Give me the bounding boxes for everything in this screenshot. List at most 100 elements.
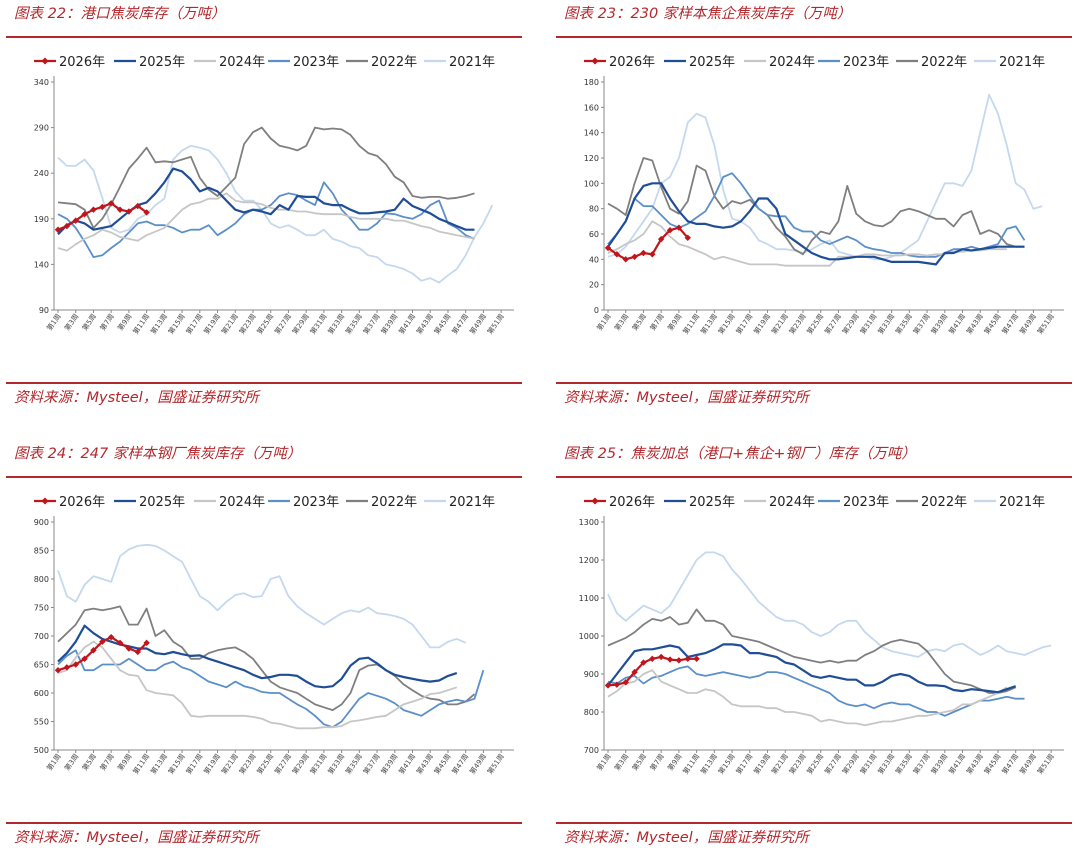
y-tick-label: 1200 xyxy=(579,556,599,565)
x-tick-label: 第49周 xyxy=(468,752,489,776)
legend-marker xyxy=(591,57,599,65)
y-tick-label: 650 xyxy=(34,661,49,670)
x-tick-label: 第3周 xyxy=(62,312,80,332)
x-tick-label: 第1周 xyxy=(595,752,613,772)
x-tick-label: 第31周 xyxy=(858,312,879,336)
x-tick-label: 第45周 xyxy=(982,752,1003,776)
series-line-2025 xyxy=(607,182,1025,266)
series-line-2025 xyxy=(57,167,475,236)
legend-label: 2024年 xyxy=(769,495,815,510)
source-note: 资料来源：Mysteel，国盛证券研究所 xyxy=(564,830,809,846)
x-tick-label: 第43周 xyxy=(414,752,435,776)
x-tick-label: 第35周 xyxy=(343,312,364,336)
x-tick-label: 第5周 xyxy=(80,752,98,772)
x-tick-label: 第19周 xyxy=(202,312,223,336)
chart-panel-steel-mill-coke: 图表 24：247 家样本钢厂焦炭库存（万吨） 500 550 600 650 700 7… xyxy=(6,440,526,850)
data-point-2026 xyxy=(640,249,647,257)
y-tick-label: 550 xyxy=(34,718,49,727)
x-tick-label: 第1周 xyxy=(595,312,613,332)
data-point-2026 xyxy=(107,633,115,641)
x-tick-label: 第5周 xyxy=(630,312,648,332)
x-tick-label: 第5周 xyxy=(630,752,648,772)
x-tick-label: 第45周 xyxy=(432,752,453,776)
x-tick-label: 第19周 xyxy=(752,752,773,776)
x-tick-label: 第19周 xyxy=(202,752,223,776)
y-tick-label: 90 xyxy=(39,306,49,315)
title-divider xyxy=(556,36,1072,38)
x-tick-label: 第23周 xyxy=(787,752,808,776)
legend-label: 2021年 xyxy=(999,495,1045,510)
x-tick-label: 第9周 xyxy=(116,312,134,332)
x-tick-label: 第21周 xyxy=(769,752,790,776)
x-tick-label: 第21周 xyxy=(769,312,790,336)
figure-title: 图表 24：247 家样本钢厂焦炭库存（万吨） xyxy=(14,446,302,462)
y-tick-label: 600 xyxy=(34,689,49,698)
x-tick-label: 第23周 xyxy=(237,752,258,776)
x-tick-label: 第33周 xyxy=(876,312,897,336)
series-line-2022 xyxy=(57,126,475,229)
x-tick-label: 第1周 xyxy=(45,312,63,332)
y-tick-label: 500 xyxy=(34,746,49,755)
legend-label: 2022年 xyxy=(921,495,967,510)
legend-label: 2025年 xyxy=(689,495,735,510)
x-tick-label: 第31周 xyxy=(308,752,329,776)
y-tick-label: 190 xyxy=(34,215,49,224)
data-point-2026 xyxy=(134,202,141,210)
x-tick-label: 第13周 xyxy=(148,752,169,776)
series-line-2025 xyxy=(607,643,1017,694)
x-tick-label: 第47周 xyxy=(1000,312,1021,336)
figure-title: 图表 23：230 家样本焦企焦炭库存（万吨） xyxy=(564,6,852,22)
x-tick-label: 第45周 xyxy=(432,312,453,336)
total-coke-inventory-chart: 700 800 900 1000 1100 1200 1300 第1周 第3周 第5周 第7周 第9周… xyxy=(579,495,1064,776)
data-point-2026 xyxy=(63,222,71,230)
y-tick-label: 1100 xyxy=(579,594,599,603)
data-point-2026 xyxy=(143,209,150,216)
x-tick-label: 第29周 xyxy=(840,312,861,336)
x-tick-label: 第49周 xyxy=(1018,312,1039,336)
source-divider xyxy=(556,382,1072,384)
x-tick-label: 第5周 xyxy=(80,312,98,332)
x-tick-label: 第47周 xyxy=(450,312,471,336)
x-tick-label: 第39周 xyxy=(929,312,950,336)
x-tick-label: 第41周 xyxy=(397,752,418,776)
x-tick-label: 第19周 xyxy=(752,312,773,336)
x-tick-label: 第15周 xyxy=(716,312,737,336)
data-point-2026 xyxy=(675,657,683,664)
legend-marker xyxy=(41,57,49,65)
y-tick-label: 750 xyxy=(34,604,49,613)
x-tick-label: 第15周 xyxy=(166,752,187,776)
x-tick-label: 第35周 xyxy=(893,312,914,336)
legend-label: 2024年 xyxy=(769,55,815,70)
y-tick-label: 700 xyxy=(584,746,599,755)
x-tick-label: 第17周 xyxy=(184,312,205,336)
x-tick-label: 第21周 xyxy=(219,312,240,336)
y-tick-label: 100 xyxy=(584,179,599,188)
legend-label: 2026年 xyxy=(609,495,655,510)
x-tick-label: 第11周 xyxy=(131,312,152,336)
legend-label: 2022年 xyxy=(921,55,967,70)
y-tick-label: 40 xyxy=(589,255,599,264)
x-tick-label: 第3周 xyxy=(612,312,630,332)
data-point-2026 xyxy=(90,206,97,213)
series-line-2021 xyxy=(57,543,467,649)
series-line-2022 xyxy=(607,157,1025,256)
x-tick-label: 第43周 xyxy=(414,312,435,336)
series-line-2024 xyxy=(607,220,1007,267)
y-tick-label: 80 xyxy=(589,205,599,214)
data-point-2026 xyxy=(693,655,700,662)
data-point-2026 xyxy=(107,200,115,207)
legend-label: 2025年 xyxy=(689,55,735,70)
chart-panel-total-coke: 图表 25：焦炭加总（港口+焦企+钢厂）库存（万吨） 700 800 900 1000… xyxy=(556,440,1076,850)
x-tick-label: 第45周 xyxy=(982,312,1003,336)
legend-label: 2023年 xyxy=(293,55,339,70)
y-tick-label: 800 xyxy=(584,708,599,717)
y-tick-label: 1000 xyxy=(579,632,599,641)
data-point-2026 xyxy=(63,664,71,671)
y-tick-label: 850 xyxy=(34,547,49,556)
data-point-2026 xyxy=(72,217,79,224)
x-tick-label: 第13周 xyxy=(698,752,719,776)
x-tick-label: 第51周 xyxy=(1035,752,1056,776)
data-point-2026 xyxy=(125,208,133,215)
series-line-2023 xyxy=(607,665,1025,717)
x-tick-label: 第41周 xyxy=(397,312,418,336)
